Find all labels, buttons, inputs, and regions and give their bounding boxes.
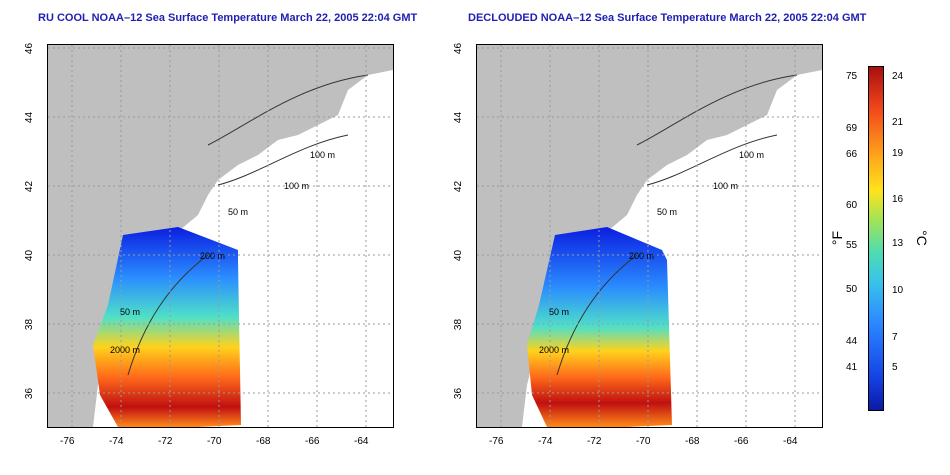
colorbar-c-label: 5 <box>892 362 898 373</box>
lon-tick-label: -72 <box>587 436 602 447</box>
colorbar-f-label: 44 <box>846 336 858 347</box>
contour-label: 100 m <box>713 181 739 191</box>
colorbar-c-label: 19 <box>892 148 904 159</box>
grid-lines <box>477 45 822 427</box>
colorbar-f-label: 75 <box>846 71 858 82</box>
lat-tick-label: 40 <box>24 249 36 262</box>
lon-tick-label: -68 <box>685 436 700 447</box>
lat-tick-label: 40 <box>453 249 465 262</box>
depth-contour <box>636 74 798 146</box>
colorbar-f-label: 41 <box>846 362 858 373</box>
contour-label: 50 m <box>657 207 678 217</box>
left-map-svg <box>48 45 393 427</box>
lat-tick-label: 38 <box>453 318 465 331</box>
lon-tick-label: -68 <box>256 436 271 447</box>
lon-tick-label: -64 <box>783 436 798 447</box>
colorbar-c-label: 10 <box>892 285 904 296</box>
lon-tick-label: -64 <box>354 436 369 447</box>
grid-lines <box>48 45 393 427</box>
lat-tick-label: 36 <box>24 387 36 400</box>
depth-contour <box>646 134 778 186</box>
lon-tick-label: -70 <box>207 436 222 447</box>
contour-label: 200 m <box>629 251 655 261</box>
colorbar-c-label: 13 <box>892 238 904 249</box>
contour-label: 100 m <box>310 150 336 160</box>
unit-fahrenheit: °F <box>829 230 846 246</box>
colorbar-c-label: 7 <box>892 332 898 343</box>
colorbar-c-label: 24 <box>892 71 904 82</box>
contour-label: 50 m <box>549 307 570 317</box>
contour-label: 100 m <box>284 181 310 191</box>
lat-tick-label: 42 <box>24 180 36 193</box>
colorbar-f-label: 69 <box>846 123 858 134</box>
land-mass <box>48 45 393 427</box>
colorbar-f-label: 60 <box>846 200 858 211</box>
depth-contour <box>556 254 638 376</box>
colorbar-c-label: 21 <box>892 117 904 128</box>
lon-tick-label: -76 <box>489 436 504 447</box>
lat-tick-label: 38 <box>24 318 36 331</box>
right-map-title: DECLOUDED NOAA–12 Sea Surface Temperatur… <box>468 12 867 24</box>
lat-tick-label: 42 <box>453 180 465 193</box>
lon-tick-label: -72 <box>158 436 173 447</box>
lon-tick-label: -66 <box>305 436 320 447</box>
depth-contour <box>207 74 369 146</box>
right-map-panel: 100 m 100 m 50 m 200 m 50 m 2000 m <box>476 44 823 428</box>
lon-tick-label: -74 <box>109 436 124 447</box>
contour-label: 50 m <box>120 307 141 317</box>
left-map-panel: 100 m 100 m 50 m 200 m 50 m 2000 m <box>47 44 394 428</box>
colorbar-c-label: 16 <box>892 194 904 205</box>
sst-field <box>93 227 241 427</box>
colorbar-f-label: 55 <box>846 240 858 251</box>
contour-label: 50 m <box>228 207 249 217</box>
lon-tick-label: -70 <box>636 436 651 447</box>
colorbar-f-label: 50 <box>846 284 858 295</box>
lon-tick-label: -74 <box>538 436 553 447</box>
unit-celsius: °C <box>913 230 930 246</box>
colorbar-f-label: 66 <box>846 149 858 160</box>
lat-tick-label: 46 <box>24 42 36 55</box>
left-map-title: RU COOL NOAA–12 Sea Surface Temperature … <box>38 12 418 24</box>
temperature-colorbar <box>868 66 884 411</box>
contour-label: 100 m <box>739 150 765 160</box>
depth-contour <box>217 134 349 186</box>
lon-tick-label: -76 <box>60 436 75 447</box>
contour-label: 2000 m <box>539 345 570 355</box>
lat-tick-label: 36 <box>453 387 465 400</box>
lat-tick-label: 44 <box>24 111 36 124</box>
land-mass <box>477 45 822 427</box>
contour-label: 2000 m <box>110 345 141 355</box>
depth-contour <box>127 254 209 376</box>
lat-tick-label: 44 <box>453 111 465 124</box>
right-map-svg <box>477 45 822 427</box>
lon-tick-label: -66 <box>734 436 749 447</box>
lat-tick-label: 46 <box>453 42 465 55</box>
contour-label: 200 m <box>200 251 226 261</box>
